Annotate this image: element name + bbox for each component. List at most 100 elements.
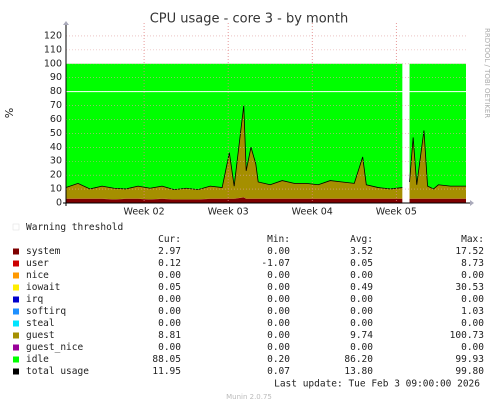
y-tick-label: 110 <box>44 44 62 55</box>
y-tick-label: 30 <box>50 156 62 167</box>
stat-value: 88.05 <box>152 354 181 365</box>
stat-value: 0.12 <box>158 258 181 269</box>
stat-value: 8.81 <box>158 330 181 341</box>
legend-label: softirq <box>26 306 66 317</box>
side-note: RRDTOOL / TOBI OETIKER <box>483 28 491 118</box>
legend-swatch <box>13 368 19 375</box>
stat-value: 0.00 <box>267 246 290 257</box>
x-tick-label: Week 02 <box>124 207 165 218</box>
y-tick-label: 90 <box>50 72 62 83</box>
legend-swatch <box>13 320 19 327</box>
stat-value: 0.00 <box>158 294 181 305</box>
column-header: Cur: <box>158 234 181 245</box>
last-update: Last update: Tue Feb 3 09:00:00 2026 <box>274 379 480 390</box>
stat-value: 0.20 <box>267 354 290 365</box>
stat-value: 9.74 <box>350 330 373 341</box>
stat-value: 8.73 <box>461 258 484 269</box>
stat-value: 0.00 <box>267 306 290 317</box>
y-tick-label: 80 <box>50 86 62 97</box>
stat-value: 0.00 <box>267 282 290 293</box>
legend-swatch <box>13 308 19 315</box>
stat-value: 100.73 <box>450 330 484 341</box>
legend-label: iowait <box>26 282 60 293</box>
stat-value: 0.00 <box>158 306 181 317</box>
legend-label: total usage <box>26 366 89 377</box>
stat-value: 3.52 <box>350 246 373 257</box>
footer: Munin 2.0.75 <box>226 393 272 401</box>
x-tick-label: Week 05 <box>376 207 417 218</box>
stat-value: 0.00 <box>267 330 290 341</box>
stat-value: -1.07 <box>261 258 290 269</box>
y-tick-label: 20 <box>50 170 62 181</box>
legend-label: idle <box>26 354 49 365</box>
legend-swatch <box>13 272 19 279</box>
stat-value: 0.00 <box>350 318 373 329</box>
stat-value: 0.00 <box>158 318 181 329</box>
stat-value: 0.00 <box>350 270 373 281</box>
legend-swatch <box>13 296 19 303</box>
y-tick-label: 120 <box>44 30 62 41</box>
legend-swatch <box>13 248 19 255</box>
y-axis-arrow <box>63 21 69 25</box>
legend-swatch <box>13 344 19 351</box>
area <box>66 197 466 200</box>
stat-value: 1.03 <box>461 306 484 317</box>
stat-value: 0.00 <box>158 342 181 353</box>
x-tick-label: Week 04 <box>292 207 333 218</box>
stat-value: 99.93 <box>455 354 484 365</box>
y-axis-label: % <box>3 108 16 118</box>
stat-value: 0.00 <box>267 294 290 305</box>
stat-value: 0.00 <box>158 270 181 281</box>
stat-value: 0.00 <box>461 318 484 329</box>
line <box>65 105 466 191</box>
y-tick-label: 0 <box>56 198 62 209</box>
y-tick-label: 50 <box>50 128 62 139</box>
stat-value: 0.05 <box>350 258 373 269</box>
area <box>66 63 466 190</box>
legend-swatch <box>13 356 19 363</box>
y-tick-label: 100 <box>44 58 62 69</box>
stat-value: 0.49 <box>350 282 373 293</box>
legend-label: guest <box>26 330 55 341</box>
stat-value: 0.00 <box>461 294 484 305</box>
legend-swatch <box>13 260 19 267</box>
legend-label: steal <box>26 318 55 329</box>
stat-value: 0.00 <box>267 270 290 281</box>
stat-value: 0.00 <box>350 294 373 305</box>
stat-value: 0.00 <box>267 318 290 329</box>
legend-swatch <box>13 284 19 291</box>
stat-value: 0.00 <box>461 342 484 353</box>
stat-value: 11.95 <box>152 366 181 377</box>
legend-swatch <box>13 332 19 339</box>
stat-value: 17.52 <box>455 246 484 257</box>
stat-value: 0.00 <box>350 342 373 353</box>
x-tick-label: Week 03 <box>208 207 249 218</box>
x-axis-arrow <box>470 200 474 206</box>
stat-value: 2.97 <box>158 246 181 257</box>
legend-label: system <box>26 246 61 257</box>
y-tick-label: 70 <box>50 100 62 111</box>
stat-value: 86.20 <box>344 354 373 365</box>
stat-value: 99.80 <box>455 366 484 377</box>
stat-value: 30.53 <box>455 282 484 293</box>
legend-label: Warning threshold <box>26 222 123 233</box>
stat-value: 13.80 <box>344 366 373 377</box>
y-tick-label: 40 <box>50 142 62 153</box>
column-header: Avg: <box>350 234 373 245</box>
area <box>66 105 466 200</box>
stat-value: 0.05 <box>158 282 181 293</box>
y-tick-label: 10 <box>50 184 62 195</box>
stat-value: 0.07 <box>267 366 290 377</box>
legend-label: user <box>26 258 49 269</box>
y-tick-label: 60 <box>50 114 62 125</box>
legend-label: irq <box>26 294 43 305</box>
stat-value: 0.00 <box>267 342 290 353</box>
stat-value: 0.00 <box>461 270 484 281</box>
chart-title: CPU usage - core 3 - by month <box>150 12 349 27</box>
stat-value: 0.00 <box>350 306 373 317</box>
column-header: Max: <box>461 234 484 245</box>
column-header: Min: <box>267 234 290 245</box>
legend-label: guest_nice <box>26 342 83 353</box>
legend-swatch <box>12 223 20 231</box>
